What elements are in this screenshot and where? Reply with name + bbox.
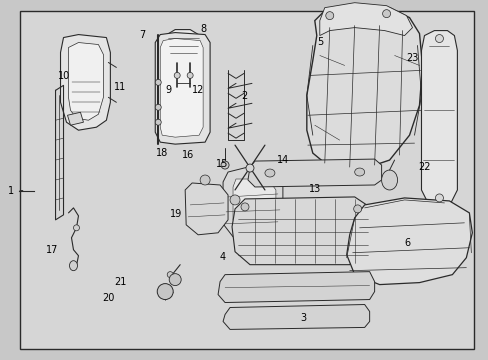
Polygon shape xyxy=(306,6,422,170)
Ellipse shape xyxy=(241,203,248,211)
Ellipse shape xyxy=(69,261,77,271)
Polygon shape xyxy=(68,42,103,120)
Polygon shape xyxy=(61,35,110,130)
Text: 5: 5 xyxy=(316,37,323,47)
Polygon shape xyxy=(160,39,203,137)
Ellipse shape xyxy=(155,104,161,110)
Text: 19: 19 xyxy=(170,209,182,219)
Text: 23: 23 xyxy=(406,53,418,63)
Ellipse shape xyxy=(382,10,390,18)
Ellipse shape xyxy=(229,195,240,205)
Ellipse shape xyxy=(325,12,333,20)
Ellipse shape xyxy=(155,80,161,85)
Ellipse shape xyxy=(381,170,397,190)
Polygon shape xyxy=(233,179,275,230)
Text: 22: 22 xyxy=(418,162,430,172)
Ellipse shape xyxy=(187,72,193,78)
Polygon shape xyxy=(346,198,471,285)
Text: 1: 1 xyxy=(8,186,15,196)
Ellipse shape xyxy=(169,274,181,285)
Ellipse shape xyxy=(200,175,210,185)
Ellipse shape xyxy=(354,168,364,176)
Ellipse shape xyxy=(155,119,161,125)
Ellipse shape xyxy=(353,205,361,213)
Polygon shape xyxy=(421,31,456,205)
Polygon shape xyxy=(247,159,381,187)
Polygon shape xyxy=(319,3,412,36)
Text: 16: 16 xyxy=(182,150,194,160)
Text: 18: 18 xyxy=(155,148,167,158)
Ellipse shape xyxy=(264,169,274,177)
Text: 6: 6 xyxy=(404,238,410,248)
Ellipse shape xyxy=(245,164,253,172)
Text: 15: 15 xyxy=(216,159,228,169)
FancyBboxPatch shape xyxy=(20,12,473,348)
Text: 13: 13 xyxy=(308,184,321,194)
Text: 21: 21 xyxy=(114,277,126,287)
Text: 2: 2 xyxy=(241,91,247,101)
Text: 12: 12 xyxy=(192,85,204,95)
Text: 14: 14 xyxy=(277,155,289,165)
Polygon shape xyxy=(232,197,371,265)
Text: 4: 4 xyxy=(219,252,225,262)
Ellipse shape xyxy=(435,35,443,42)
Text: 10: 10 xyxy=(58,71,70,81)
Ellipse shape xyxy=(435,194,443,202)
Text: 9: 9 xyxy=(165,85,172,95)
Polygon shape xyxy=(185,183,227,235)
Ellipse shape xyxy=(221,161,228,169)
Polygon shape xyxy=(67,112,83,125)
Polygon shape xyxy=(155,32,210,144)
Text: 8: 8 xyxy=(200,24,206,35)
Ellipse shape xyxy=(157,284,173,300)
Text: 11: 11 xyxy=(114,82,126,92)
Text: 7: 7 xyxy=(139,30,145,40)
Polygon shape xyxy=(223,305,369,329)
Ellipse shape xyxy=(167,272,173,278)
Text: 3: 3 xyxy=(299,313,305,323)
Text: 17: 17 xyxy=(45,245,58,255)
Ellipse shape xyxy=(73,225,80,231)
Polygon shape xyxy=(223,167,283,240)
Text: 20: 20 xyxy=(102,293,114,303)
Ellipse shape xyxy=(174,72,180,78)
Polygon shape xyxy=(218,272,374,302)
Polygon shape xyxy=(161,30,203,63)
